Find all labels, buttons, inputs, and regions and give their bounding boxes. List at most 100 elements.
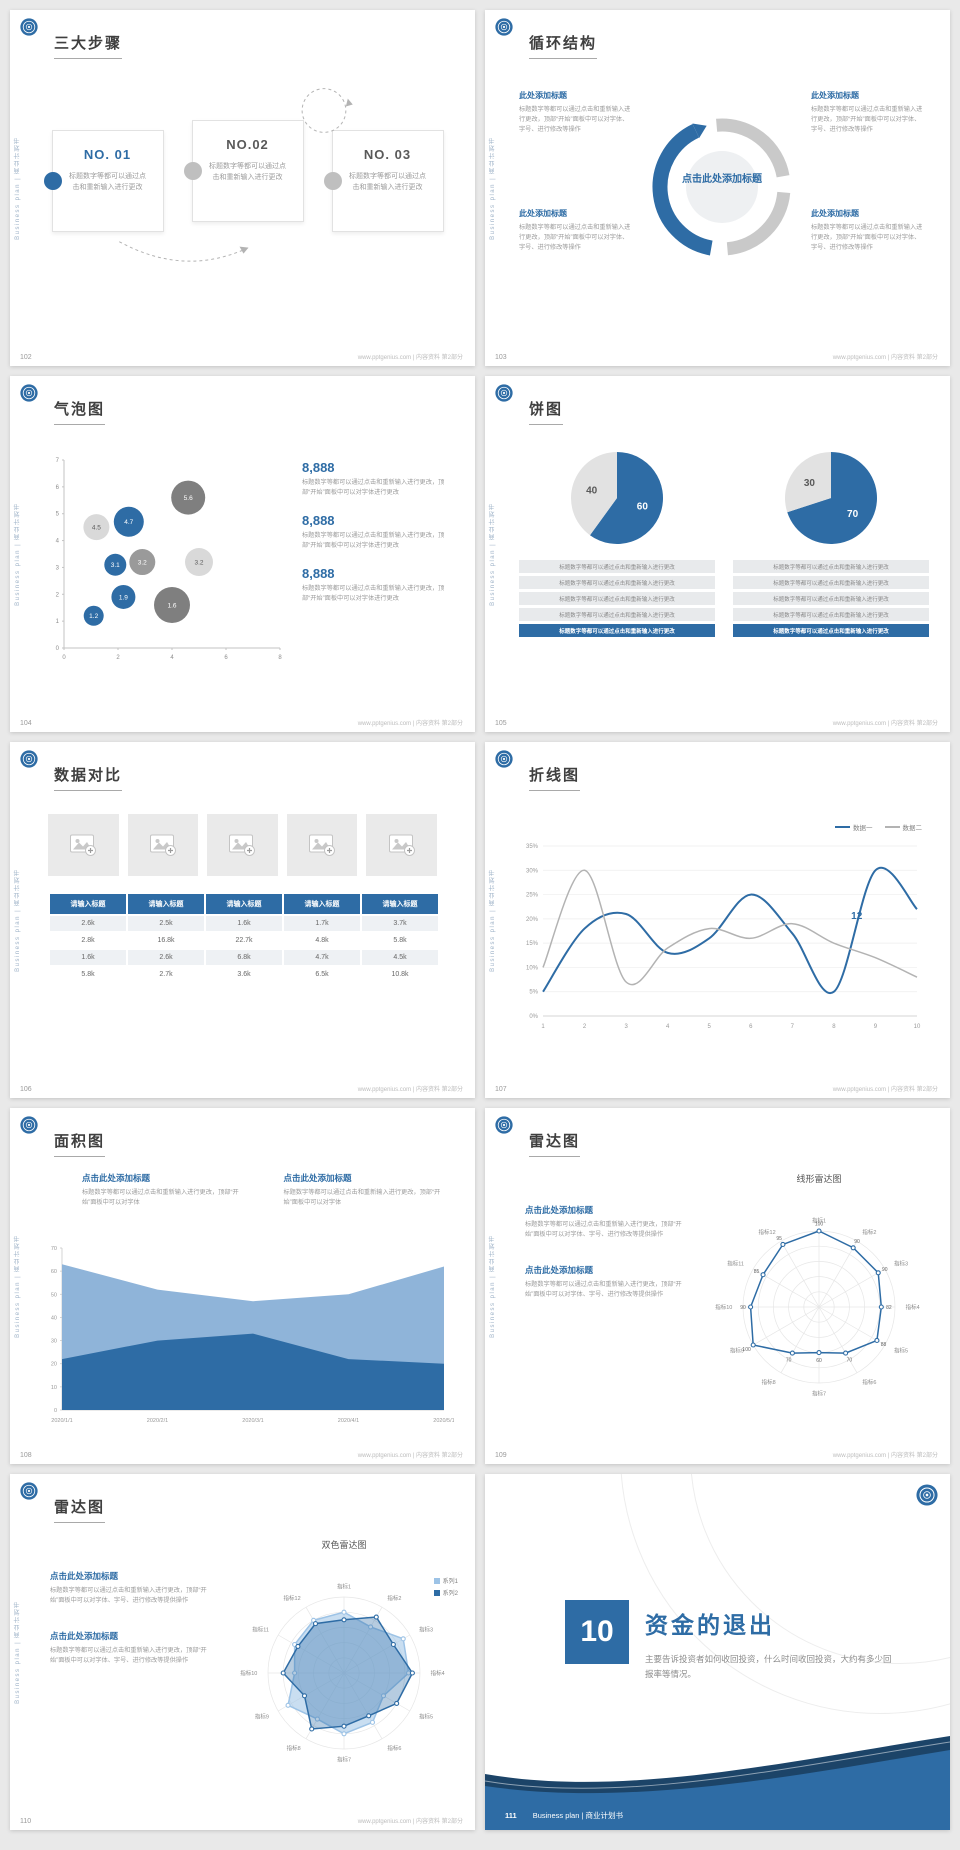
svg-text:20%: 20%	[526, 917, 539, 923]
block-body: 标题数字等都可以通过点击和重新输入进行更改，顶部“开始”面板中可以对字体、字号、…	[525, 1221, 682, 1238]
svg-text:指标6: 指标6	[387, 1744, 401, 1752]
block-body: 标题数字等都可以通过点击和重新输入进行更改，顶部“开始”面板中可以对字体	[82, 1189, 239, 1206]
stats-column: 8,888 标题数字等都可以通过点击和重新输入进行更改，顶部“开始”面板中可以对…	[302, 460, 452, 619]
slide-110-radar-chart-two-series[interactable]: Business plan | 商业计划书 雷达图 110 www.pptgenius…	[10, 1474, 475, 1830]
svg-text:指标3: 指标3	[419, 1626, 433, 1634]
svg-text:指标12: 指标12	[759, 1228, 776, 1236]
table-cell: 2.6k	[50, 916, 126, 931]
page-number: 103	[495, 354, 507, 361]
table-row: 2.8k 16.8k 22.7k 4.8k 5.8k	[50, 933, 438, 948]
legend-line-swatch	[884, 826, 900, 828]
svg-text:1: 1	[541, 1024, 545, 1030]
image-placeholder	[207, 814, 278, 876]
table-cell: 1.7k	[284, 916, 360, 931]
svg-text:70: 70	[847, 1358, 853, 1364]
svg-text:指标11: 指标11	[252, 1626, 269, 1634]
slide-108-area-chart[interactable]: Business plan | 商业计划书 面积图 108 www.pptgenius…	[10, 1108, 475, 1464]
slide-107-line-chart[interactable]: Business plan | 商业计划书 折线图 107 www.pptgenius…	[485, 742, 950, 1098]
slide-104-bubble-chart[interactable]: Business plan | 商业计划书 气泡图 104 www.pptgenius…	[10, 376, 475, 732]
legend-square-swatch	[433, 1589, 440, 1596]
cycle-item-title: 此处添加标题	[811, 209, 859, 218]
image-placeholder-icon	[309, 834, 336, 856]
table-header-cell: 请输入标题	[362, 894, 438, 914]
table-cell: 1.6k	[50, 950, 126, 965]
cycle-ring-diagram	[652, 118, 791, 256]
svg-text:4: 4	[170, 655, 174, 661]
table-cell: 4.5k	[362, 950, 438, 965]
image-placeholder	[127, 814, 199, 876]
svg-text:指标8: 指标8	[287, 1744, 301, 1752]
radar-chart-area: 线形雷达图 指标1 指标2 指标3 指标4 指标5 指标6 指标7 指标8 指标9 指标10 指标1…	[703, 1172, 935, 1430]
radar-subtitle: 线形雷达图	[796, 1174, 842, 1184]
steps-row: NO. 01 标题数字等都可以通过点击和重新输入进行更改 NO.02 标题数字等都可以…	[40, 120, 455, 232]
table-header-row: 请输入标题 请输入标题 请输入标题 请输入标题 请输入标题	[50, 894, 438, 914]
step-disc-icon	[323, 172, 342, 190]
stat-value: 8,888	[302, 512, 335, 528]
cycle-item-body: 标题数字等都可以通过点击和重新输入进行更改，顶部“开始”面板中可以对字体、字号、…	[811, 106, 923, 133]
svg-text:8: 8	[278, 655, 282, 661]
svg-text:指标7: 指标7	[337, 1756, 351, 1764]
cycle-item-title: 此处添加标题	[811, 91, 859, 100]
svg-text:2: 2	[583, 1024, 587, 1030]
slide-105-pie-charts[interactable]: Business plan | 商业计划书 饼图 105 www.pptgenius.…	[485, 376, 950, 732]
legend-item: 数据一	[835, 822, 873, 832]
svg-text:2: 2	[116, 655, 120, 661]
area-chart: 0 10 20 30 40 50 60 70 2020/1/1 2020/2/1 2020/3/1 2…	[51, 1246, 454, 1424]
svg-text:70: 70	[786, 1358, 792, 1364]
svg-text:2: 2	[56, 592, 60, 598]
svg-text:指标7: 指标7	[812, 1390, 826, 1398]
table-cell: 6.8k	[206, 950, 282, 965]
page-number: 109	[495, 1452, 507, 1459]
step-disc-icon	[183, 162, 202, 180]
chart-legend: 系列1 系列2	[433, 1576, 458, 1597]
slide-106-data-comparison[interactable]: Business plan | 商业计划书 数据对比 106 www.pptgeniu…	[10, 742, 475, 1098]
pie-row-list: 标题数字等都可以通过点击和重新输入进行更改 标题数字等都可以通过点击和重新输入进行…	[733, 560, 929, 637]
step-card: NO.02 标题数字等都可以通过点击和重新输入进行更改	[183, 120, 304, 222]
table-cell: 3.7k	[362, 916, 438, 931]
stat-block: 8,888 标题数字等都可以通过点击和重新输入进行更改，顶部“开始”面板中可以对…	[302, 513, 452, 551]
slide-title: 三大步骤	[54, 32, 123, 59]
step-disc-icon	[43, 172, 62, 190]
svg-text:1.2: 1.2	[89, 613, 98, 620]
pie-list-row: 标题数字等都可以通过点击和重新输入进行更改	[519, 624, 715, 637]
sidebar-vertical-text: Business plan | 商业计划书	[15, 1234, 21, 1338]
table-cell: 2.8k	[50, 933, 126, 948]
svg-text:0%: 0%	[529, 1014, 538, 1020]
slide-102-three-steps[interactable]: Business plan | 商业计划书 三大步骤 102 www.pptgeniu…	[10, 10, 475, 366]
image-placeholder	[366, 814, 437, 876]
pie-list-row: 标题数字等都可以通过点击和重新输入进行更改	[733, 576, 929, 589]
page-number: 111	[505, 1811, 517, 1820]
svg-text:60: 60	[637, 502, 649, 513]
block-title: 点击此处添加标题	[525, 1205, 594, 1215]
step-text: 标题数字等都可以通过点击和重新输入进行更改	[69, 173, 146, 192]
svg-text:100: 100	[742, 1347, 751, 1353]
legend-line-swatch	[835, 826, 850, 828]
slide-103-cycle-structure[interactable]: Business plan | 商业计划书 循环结构 103 www.pptgeniu…	[485, 10, 950, 366]
table-cell: 16.8k	[128, 933, 204, 948]
table-header-cell: 请输入标题	[128, 894, 204, 914]
svg-text:2020/4/1: 2020/4/1	[338, 1418, 359, 1424]
svg-text:88: 88	[881, 1342, 887, 1348]
block-body: 标题数字等都可以通过点击和重新输入进行更改，顶部“开始”面板中可以对字体、字号、…	[50, 1646, 207, 1664]
stat-text: 标题数字等都可以通过点击和重新输入进行更改，顶部“开始”面板中可以对字体进行更改	[302, 584, 445, 602]
sidebar-vertical-text: Business plan | 商业计划书	[15, 1600, 21, 1704]
slide-111-section-divider[interactable]: 10 资金的退出 主要告诉投资者如何收回投资，什么时间收回投资，大约有多少回报率…	[485, 1474, 950, 1830]
svg-text:5.6: 5.6	[184, 495, 193, 502]
svg-text:4: 4	[666, 1024, 670, 1030]
table-header-cell: 请输入标题	[284, 894, 360, 914]
sidebar-vertical-text: Business plan | 商业计划书	[490, 868, 496, 972]
footer-brand-text: www.pptgenius.com | 内容资料 第2部分	[357, 1453, 463, 1459]
svg-text:0: 0	[62, 655, 66, 661]
footer-brand-text: www.pptgenius.com | 内容资料 第2部分	[832, 355, 938, 361]
step-number: NO. 01	[83, 147, 132, 162]
slide-title: 循环结构	[529, 32, 598, 59]
svg-text:指标11: 指标11	[727, 1260, 744, 1268]
table-row: 2.6k 2.5k 1.6k 1.7k 3.7k	[50, 916, 438, 931]
logo-icon	[495, 18, 513, 36]
svg-text:95: 95	[776, 1236, 782, 1242]
text-blocks: 点击此处添加标题 标题数字等都可以通过点击和重新输入进行更改，顶部“开始”面板中…	[50, 1570, 208, 1690]
cycle-item: 此处添加标题 标题数字等都可以通过点击和重新输入进行更改，顶部“开始”面板中可以…	[811, 208, 923, 253]
slide-109-radar-chart[interactable]: Business plan | 商业计划书 雷达图 109 www.pptgenius…	[485, 1108, 950, 1464]
svg-text:35%: 35%	[526, 844, 539, 850]
table-cell: 5.8k	[50, 967, 126, 982]
